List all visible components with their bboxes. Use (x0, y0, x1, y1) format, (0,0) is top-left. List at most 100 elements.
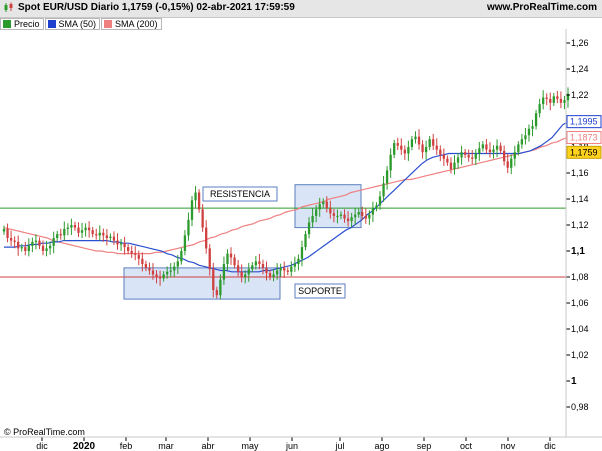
candle-body (325, 201, 328, 209)
candle-body (158, 277, 162, 279)
title-bar: Spot EUR/USD Diario 1,1759 (-0,15%) 02-a… (0, 0, 602, 18)
candle-body (304, 234, 307, 248)
candle-body (290, 266, 293, 272)
candlestick-icon (4, 2, 13, 12)
legend-item-price[interactable]: Precio (0, 18, 44, 30)
candle-body (307, 222, 311, 235)
sma50-value-tag: 1,1995 (570, 117, 598, 127)
candle-body (510, 158, 513, 168)
y-tick-label: 1 (571, 376, 577, 387)
candle-body (339, 214, 343, 216)
candle-body (112, 236, 116, 241)
candle-body (527, 128, 531, 136)
y-tick-label: 1,16 (571, 168, 589, 178)
chart-title: Spot EUR/USD Diario 1,1759 (-0,15%) 02-a… (18, 2, 295, 13)
last-price-tag-bg (566, 145, 602, 159)
candle-body (478, 148, 481, 154)
candle-body (488, 149, 492, 153)
candle-body (261, 264, 265, 268)
candle-body (428, 139, 431, 147)
candle-body (396, 143, 399, 146)
candle-body (24, 247, 27, 251)
candle-body (119, 243, 123, 245)
candle-body (212, 269, 215, 290)
plot-area[interactable] (0, 29, 566, 437)
y-tick-label: 0,98 (571, 402, 589, 412)
sma50-swatch (47, 20, 56, 28)
candle-body (346, 218, 350, 222)
candle-body (247, 269, 250, 275)
candle-body (205, 227, 208, 249)
sma200-value-tag-bg (566, 131, 602, 145)
x-tick-label: dic (544, 441, 556, 451)
legend-label: Precio (14, 19, 40, 29)
legend-label: SMA (50) (58, 19, 97, 29)
candle-body (474, 153, 477, 159)
candle-body (155, 274, 158, 277)
candle-body (98, 232, 101, 236)
candle-body (534, 113, 538, 127)
candle-body (240, 271, 243, 277)
x-tick-label: nov (501, 441, 516, 451)
candle-body (311, 215, 314, 223)
candle-body (208, 248, 211, 270)
candle-body (368, 214, 371, 219)
candle-body (343, 214, 346, 219)
candle-body (59, 234, 62, 236)
candle-body (254, 261, 258, 266)
sma50-line (4, 121, 569, 273)
candle-body (31, 241, 34, 246)
candle-body (279, 267, 282, 271)
website-label[interactable]: www.ProRealTime.com (486, 2, 597, 13)
support-label-box (294, 283, 346, 299)
candle-body (258, 261, 261, 264)
candle-body (45, 248, 48, 251)
candle-body (173, 266, 176, 271)
candle-body (148, 267, 151, 271)
candle-body (322, 201, 325, 205)
candle-body (6, 228, 9, 238)
x-tick-label: dic (36, 441, 48, 451)
candle-body (361, 212, 364, 216)
candle-body (329, 208, 332, 214)
y-tick-label: 1,12 (571, 220, 589, 230)
legend-item-sma200[interactable]: SMA (200) (101, 18, 162, 30)
candle-body (265, 267, 268, 274)
y-tick-label: 1,06 (571, 298, 589, 308)
candle-body (492, 149, 495, 153)
candle-body (9, 238, 13, 241)
candle-body (87, 227, 91, 231)
candle-body (283, 267, 286, 271)
y-tick-label: 1,02 (571, 350, 589, 360)
candle-body (439, 149, 442, 155)
candle-body (123, 243, 126, 248)
candle-body (357, 212, 360, 215)
candle-body (332, 213, 336, 216)
range-box (123, 267, 281, 300)
candle-body (169, 270, 172, 272)
candle-body (201, 209, 204, 228)
support-label: SOPORTE (298, 286, 342, 296)
candle-body (421, 144, 424, 153)
candle-body (197, 192, 201, 210)
candle-body (545, 97, 548, 99)
y-tick-label: 1,08 (571, 272, 589, 282)
candle-body (17, 241, 20, 249)
candle-body (190, 200, 194, 220)
candle-body (559, 98, 563, 103)
candle-body (20, 247, 23, 249)
candle-body (336, 215, 339, 217)
candle-body (236, 265, 240, 272)
candle-body (549, 98, 552, 103)
sma50-value-tag-bg (566, 115, 602, 129)
legend-item-sma50[interactable]: SMA (50) (44, 18, 101, 30)
x-tick-label: feb (120, 441, 133, 451)
candle-body (453, 162, 456, 170)
candle-body (297, 258, 300, 264)
candle-body (354, 214, 357, 218)
candle-body (77, 227, 80, 233)
candle-body (442, 154, 446, 159)
candle-body (318, 204, 321, 210)
